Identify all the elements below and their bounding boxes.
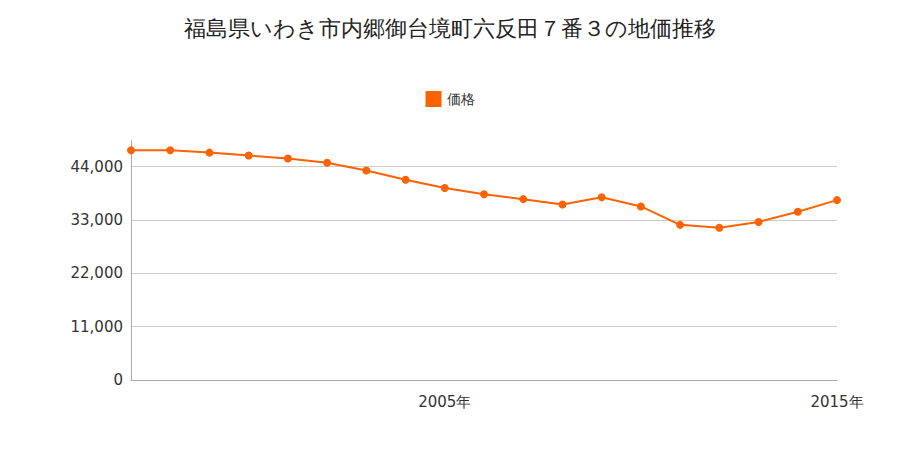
svg-text:11,000: 11,000 <box>71 318 124 336</box>
svg-text:福島県いわき市内郷御台境町六反田７番３の地価推移: 福島県いわき市内郷御台境町六反田７番３の地価推移 <box>184 16 716 41</box>
svg-text:価格: 価格 <box>447 91 475 107</box>
svg-text:22,000: 22,000 <box>71 264 124 282</box>
svg-text:0: 0 <box>113 371 123 389</box>
svg-text:2015年: 2015年 <box>810 393 863 411</box>
svg-text:2005年: 2005年 <box>418 393 471 411</box>
svg-text:33,000: 33,000 <box>71 211 124 229</box>
svg-text:44,000: 44,000 <box>71 158 124 176</box>
